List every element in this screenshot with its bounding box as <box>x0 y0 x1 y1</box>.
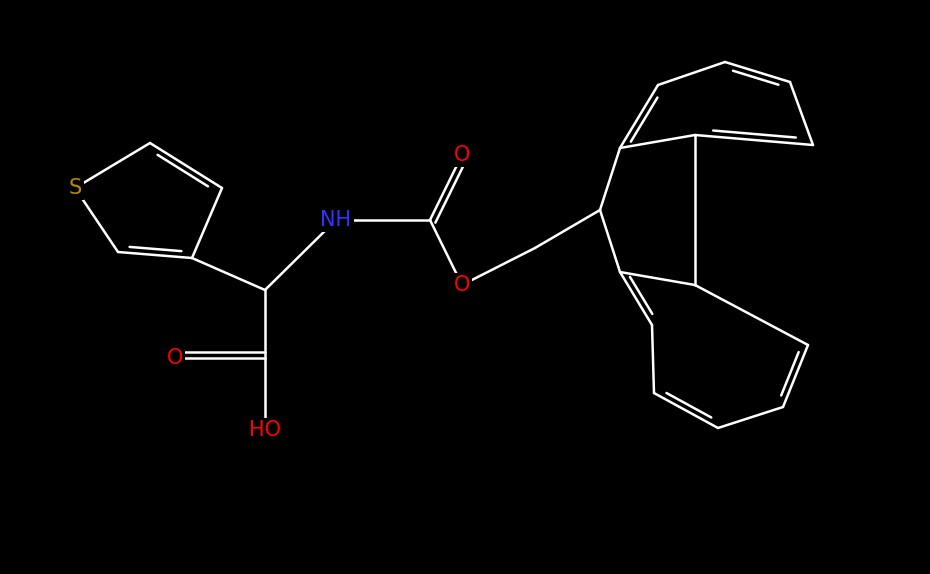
Text: O: O <box>454 275 471 295</box>
Text: S: S <box>69 178 82 198</box>
Text: NH: NH <box>321 210 352 230</box>
Text: O: O <box>454 145 471 165</box>
Text: O: O <box>166 348 183 368</box>
Text: HO: HO <box>249 420 281 440</box>
